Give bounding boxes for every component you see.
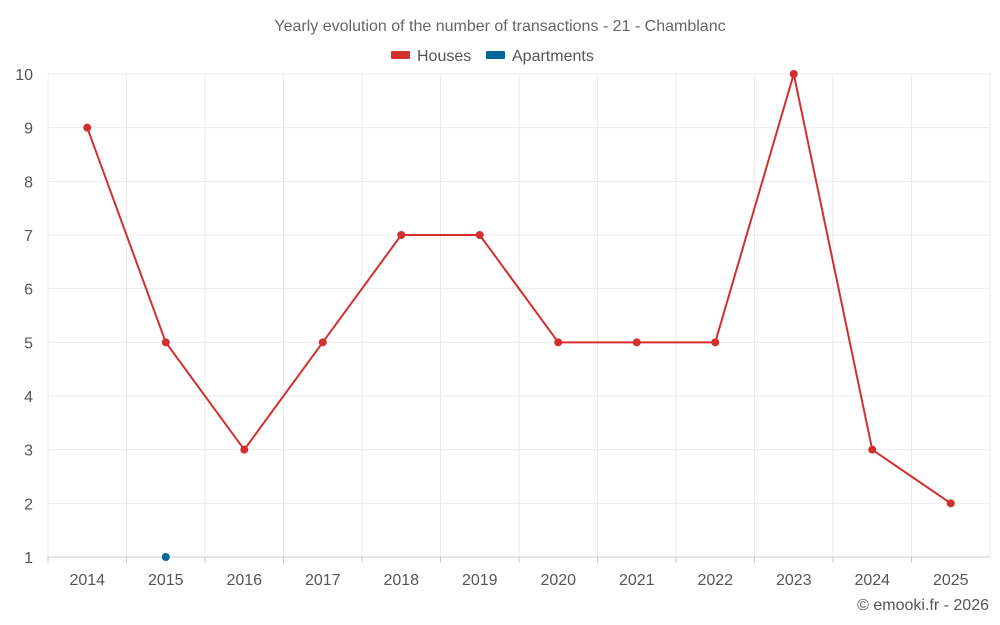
data-point-houses[interactable] [946, 499, 955, 508]
y-axis: 1 2 3 4 5 6 7 8 9 10 [15, 67, 33, 567]
x-tick-label: 2021 [619, 572, 655, 589]
data-point-houses[interactable] [83, 123, 92, 132]
data-point-houses[interactable] [789, 70, 798, 78]
y-tick-label: 6 [24, 282, 33, 299]
y-tick-label: 4 [24, 389, 33, 406]
x-tick-label: 2024 [854, 572, 890, 589]
credit-text: © emooki.fr - 2026 [857, 597, 989, 614]
data-point-houses[interactable] [240, 445, 249, 454]
x-tick-label: 2014 [69, 572, 105, 589]
series-apartments [161, 553, 170, 561]
data-point-houses[interactable] [554, 338, 563, 347]
y-tick-label: 3 [24, 443, 33, 460]
legend-item-houses[interactable]: Houses [391, 48, 471, 65]
y-tick-label: 7 [24, 228, 33, 245]
data-point-houses[interactable] [475, 231, 484, 239]
data-point-houses[interactable] [711, 338, 720, 347]
x-tick-label: 2022 [697, 572, 733, 589]
legend-label-apartments: Apartments [512, 48, 594, 65]
legend: Houses Apartments [391, 48, 594, 65]
y-tick-label: 9 [24, 121, 33, 138]
x-axis: 2014 2015 2016 2017 2018 2019 2020 2021 2022 2023… [47, 556, 990, 589]
series-layer [83, 70, 955, 561]
x-tick-label: 2020 [540, 572, 576, 589]
y-tick-label: 2 [24, 496, 33, 513]
legend-swatch-apartments [486, 51, 505, 59]
data-point-houses[interactable] [318, 338, 327, 347]
x-tick-label: 2017 [305, 572, 341, 589]
legend-swatch-houses [391, 51, 410, 59]
legend-label-houses: Houses [417, 48, 471, 65]
x-tick-label: 2015 [148, 572, 184, 589]
y-tick-label: 5 [24, 335, 33, 352]
x-tick-label: 2016 [226, 572, 262, 589]
grid [47, 73, 991, 557]
series-line-houses [86, 73, 952, 505]
chart-title: Yearly evolution of the number of transa… [274, 18, 725, 35]
data-point-houses[interactable] [868, 445, 877, 454]
legend-item-apartments[interactable]: Apartments [486, 48, 594, 65]
y-tick-label: 10 [15, 67, 33, 84]
x-tick-label: 2019 [462, 572, 498, 589]
data-point-houses[interactable] [632, 338, 641, 347]
y-tick-label: 8 [24, 174, 33, 191]
series-houses [83, 70, 955, 508]
data-point-houses[interactable] [397, 231, 406, 239]
y-tick-label: 1 [24, 550, 33, 567]
x-tick-label: 2018 [383, 572, 419, 589]
data-point-apartments[interactable] [161, 553, 170, 561]
data-point-houses[interactable] [161, 338, 170, 347]
x-tick-label: 2023 [776, 572, 812, 589]
x-tick-label: 2025 [933, 572, 969, 589]
